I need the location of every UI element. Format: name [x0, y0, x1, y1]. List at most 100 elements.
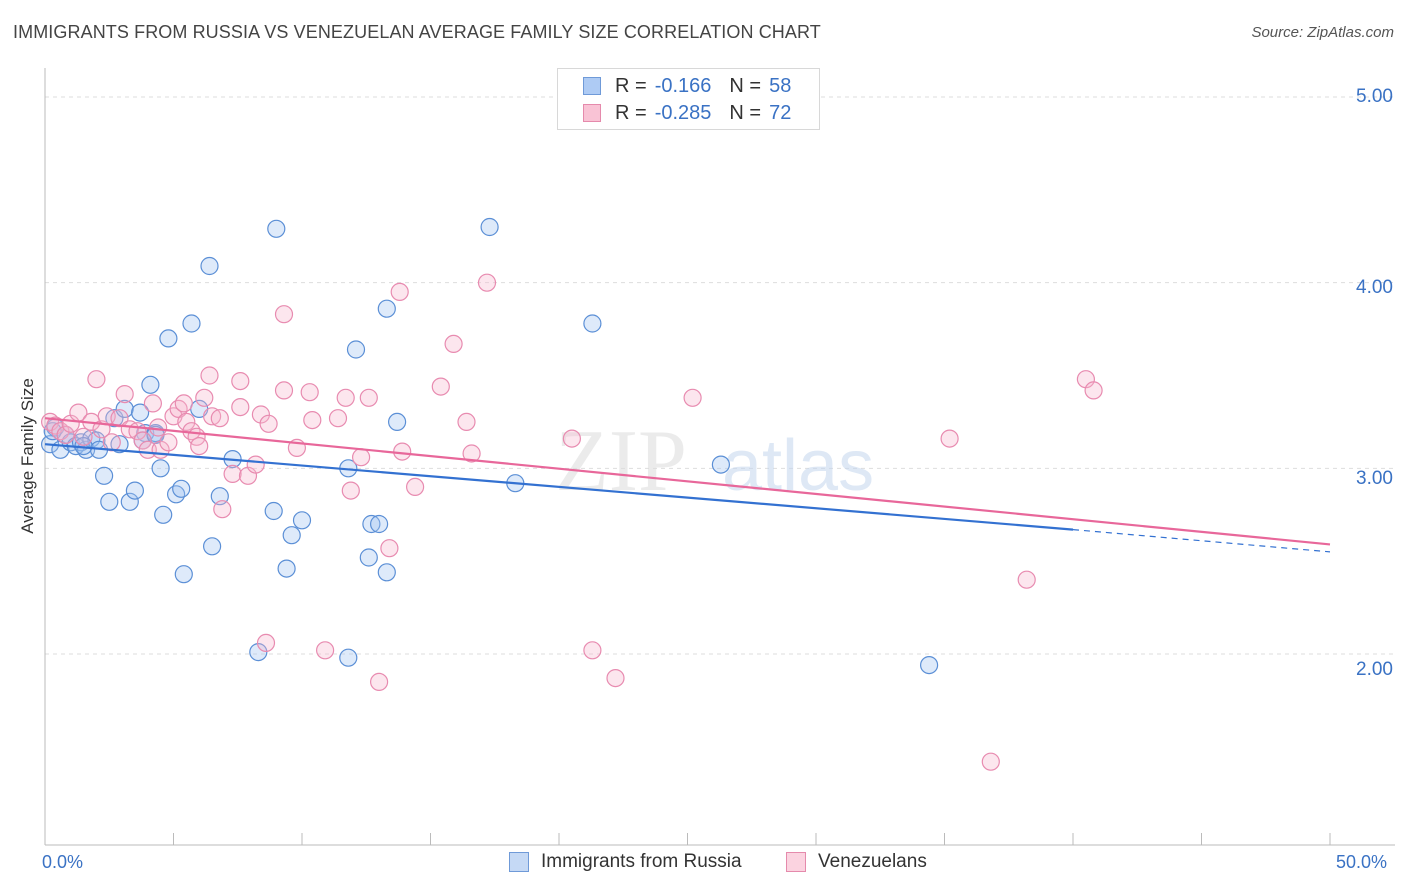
point-venezuelans	[46, 416, 65, 435]
chart-title: IMMIGRANTS FROM RUSSIA VS VENEZUELAN AVE…	[13, 22, 821, 42]
point-venezuelans	[1084, 381, 1103, 400]
y-tick-label-5: 5.00	[1356, 86, 1393, 107]
point-venezuelans	[256, 633, 276, 653]
x-tick-label-max: 50.0%	[1336, 852, 1388, 872]
point-venezuelans	[213, 500, 232, 519]
point-venezuelans	[303, 411, 322, 430]
point-venezuelans	[223, 464, 242, 483]
point-venezuelans	[380, 539, 399, 558]
point-venezuelans	[1017, 570, 1036, 589]
point-venezuelans	[562, 429, 582, 448]
point-russia	[711, 455, 731, 474]
legend-swatch-venezuelans	[583, 104, 601, 122]
point-venezuelans	[56, 425, 75, 444]
point-russia	[131, 403, 150, 422]
legend-row-russia: R = -0.166 N = 58	[558, 74, 791, 98]
point-venezuelans	[133, 431, 152, 450]
point-venezuelans	[431, 377, 450, 396]
legend-swatch-russia	[509, 852, 529, 872]
point-venezuelans	[115, 385, 134, 404]
point-venezuelans	[370, 672, 389, 692]
point-russia	[277, 559, 296, 578]
source-label: Source: ZipAtlas.com	[1251, 24, 1394, 41]
point-venezuelans	[87, 370, 106, 389]
point-russia	[292, 511, 312, 530]
point-venezuelans	[583, 641, 602, 660]
legend-label-venezuelans: Venezuelans	[818, 851, 927, 872]
point-venezuelans	[110, 409, 129, 428]
point-russia	[174, 565, 193, 584]
point-venezuelans	[328, 409, 348, 428]
point-russia	[182, 314, 201, 333]
point-venezuelans	[274, 305, 294, 324]
trendline-russia-extension	[1072, 529, 1331, 553]
point-venezuelans	[195, 388, 214, 407]
point-russia	[388, 412, 407, 431]
point-russia	[200, 256, 219, 276]
point-venezuelans	[981, 752, 1000, 771]
legend-item-russia[interactable]: Immigrants from Russia	[509, 851, 742, 873]
point-russia	[125, 481, 144, 500]
point-russia	[264, 501, 283, 521]
axes	[44, 68, 1395, 846]
point-venezuelans	[390, 282, 409, 301]
point-russia	[172, 479, 191, 498]
point-venezuelans	[940, 429, 959, 448]
point-venezuelans	[231, 398, 250, 417]
trend-lines	[44, 417, 1331, 553]
point-venezuelans	[462, 444, 481, 463]
point-russia	[377, 563, 396, 582]
point-venezuelans	[190, 437, 209, 456]
point-russia	[249, 642, 268, 662]
point-russia	[346, 340, 366, 359]
watermark-zip: ZIP	[555, 413, 687, 510]
point-venezuelans	[359, 388, 378, 407]
point-venezuelans	[393, 442, 412, 461]
legend-r-value: -0.166	[654, 74, 712, 97]
legend-swatch-russia	[583, 77, 601, 95]
legend-swatch-venezuelans	[786, 852, 806, 872]
point-russia	[339, 648, 358, 667]
point-russia	[362, 514, 381, 534]
legend-n-key: N =	[729, 101, 762, 124]
legend-r-key: R =	[615, 101, 647, 124]
point-russia	[370, 514, 389, 534]
trendline-venezuelans	[44, 417, 1331, 546]
point-russia	[480, 217, 499, 237]
point-venezuelans	[274, 381, 294, 400]
point-russia	[141, 375, 160, 394]
point-russia	[94, 466, 114, 485]
point-venezuelans	[149, 418, 168, 437]
y-tick-label-3: 3.00	[1356, 468, 1393, 489]
point-russia	[167, 485, 186, 504]
legend-n-value: 72	[769, 101, 792, 124]
x-tick-label-min: 0.0%	[42, 852, 84, 872]
point-venezuelans	[683, 388, 702, 407]
series-russia-points	[40, 217, 939, 675]
point-russia	[267, 219, 286, 238]
point-russia	[151, 459, 170, 478]
point-venezuelans	[177, 412, 196, 431]
watermark-atlas: atlas	[722, 426, 874, 506]
point-russia	[583, 314, 602, 333]
point-venezuelans	[174, 394, 193, 413]
watermark: ZIP atlas	[555, 413, 874, 510]
point-russia	[919, 655, 939, 675]
point-russia	[100, 492, 119, 511]
point-russia	[120, 492, 139, 511]
point-russia	[377, 299, 396, 318]
point-venezuelans	[300, 383, 319, 402]
point-venezuelans	[341, 481, 360, 500]
point-venezuelans	[606, 668, 625, 688]
legend-item-venezuelans[interactable]: Venezuelans	[786, 851, 927, 873]
point-russia	[359, 548, 378, 567]
point-venezuelans	[444, 334, 463, 353]
correlation-legend: R = -0.166 N = 58 R = -0.285 N = 72	[557, 68, 820, 130]
grid-lines	[45, 96, 1395, 655]
trendline-russia	[44, 443, 1074, 531]
point-venezuelans	[477, 273, 497, 292]
legend-n-value: 58	[769, 74, 792, 97]
point-venezuelans	[406, 477, 425, 496]
point-venezuelans	[143, 394, 162, 413]
